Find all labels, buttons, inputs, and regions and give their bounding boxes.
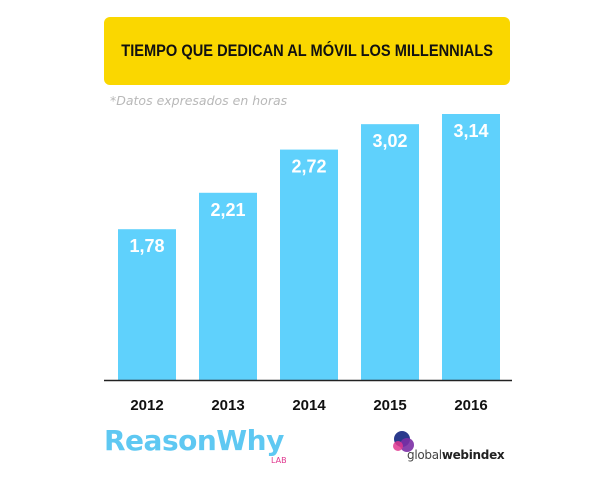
x-tick-label-2012: 2012	[130, 397, 163, 414]
bar-2015	[361, 124, 419, 380]
globalwebindex-logo: globalwebindex	[390, 428, 510, 468]
x-tick-label-2015: 2015	[373, 397, 406, 414]
bar-value-label-2012: 1,78	[129, 236, 164, 256]
chart-subtitle: *Datos expresados en horas	[110, 93, 288, 108]
bar-2012	[118, 229, 176, 380]
bar-2014	[280, 149, 338, 380]
title-banner: TIEMPO QUE DEDICAN AL MÓVIL LOS MILLENNI…	[104, 17, 510, 85]
reasonwhy-logo-text: ReasonWhy	[104, 424, 284, 457]
globalwebindex-dots-icon	[393, 431, 414, 452]
chart-title: TIEMPO QUE DEDICAN AL MÓVIL LOS MILLENNI…	[121, 41, 493, 60]
x-tick-label-2013: 2013	[211, 397, 244, 414]
bar-2016	[442, 114, 500, 380]
reasonwhy-lab-text: LAB	[271, 456, 287, 465]
bar-value-label-2016: 3,14	[453, 121, 488, 141]
x-tick-label-2016: 2016	[454, 397, 487, 414]
x-tick-label-2014: 2014	[292, 397, 326, 414]
reasonwhy-logo: ReasonWhy LAB	[104, 424, 287, 465]
bar-value-label-2013: 2,21	[210, 200, 245, 220]
bar-2013	[199, 192, 257, 380]
bar-value-label-2015: 3,02	[372, 131, 407, 151]
globalwebindex-logo-text: globalwebindex	[407, 448, 505, 462]
bar-value-label-2014: 2,72	[291, 157, 326, 177]
